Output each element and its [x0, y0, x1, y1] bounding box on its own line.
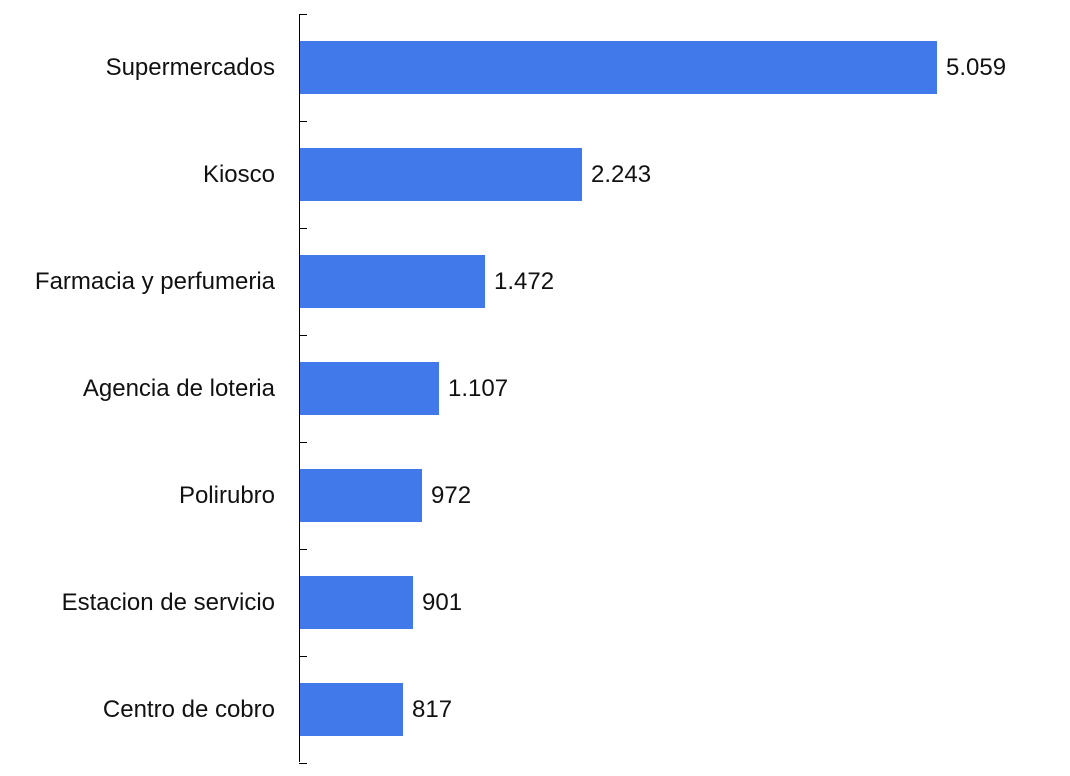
- axis-tick: [299, 763, 307, 764]
- category-label: Centro de cobro: [102, 696, 275, 723]
- bar-row: Estacion de servicio 901: [0, 549, 1070, 656]
- value-label: 1.107: [448, 375, 509, 402]
- bar: [300, 683, 403, 736]
- category-label: Farmacia y perfumeria: [34, 268, 275, 295]
- value-label: 817: [412, 696, 453, 723]
- bar-row: Polirubro 972: [0, 442, 1070, 549]
- bar: [300, 576, 413, 629]
- category-label: Polirubro: [178, 482, 275, 509]
- axis-tick: [299, 121, 307, 122]
- bar-row: Centro de cobro 817: [0, 656, 1070, 763]
- y-axis-line: [299, 14, 300, 762]
- axis-tick: [299, 335, 307, 336]
- category-label: Supermercados: [105, 54, 275, 81]
- bar: [300, 41, 937, 94]
- axis-tick: [299, 14, 307, 15]
- axis-tick: [299, 549, 307, 550]
- value-label: 1.472: [494, 268, 555, 295]
- bar-row: Farmacia y perfumeria 1.472: [0, 228, 1070, 335]
- category-label: Estacion de servicio: [61, 589, 275, 616]
- bar-row: Kiosco 2.243: [0, 121, 1070, 228]
- value-label: 2.243: [591, 161, 652, 188]
- category-label: Agencia de loteria: [82, 375, 275, 402]
- bar-row: Supermercados 5.059: [0, 14, 1070, 121]
- category-label: Kiosco: [202, 161, 275, 188]
- axis-tick: [299, 656, 307, 657]
- bar: [300, 148, 582, 201]
- bar: [300, 362, 439, 415]
- bar: [300, 469, 422, 522]
- axis-tick: [299, 442, 307, 443]
- bar: [300, 255, 485, 308]
- value-label: 5.059: [946, 54, 1007, 81]
- value-label: 901: [422, 589, 463, 616]
- axis-tick: [299, 228, 307, 229]
- bar-row: Agencia de loteria 1.107: [0, 335, 1070, 442]
- value-label: 972: [431, 482, 472, 509]
